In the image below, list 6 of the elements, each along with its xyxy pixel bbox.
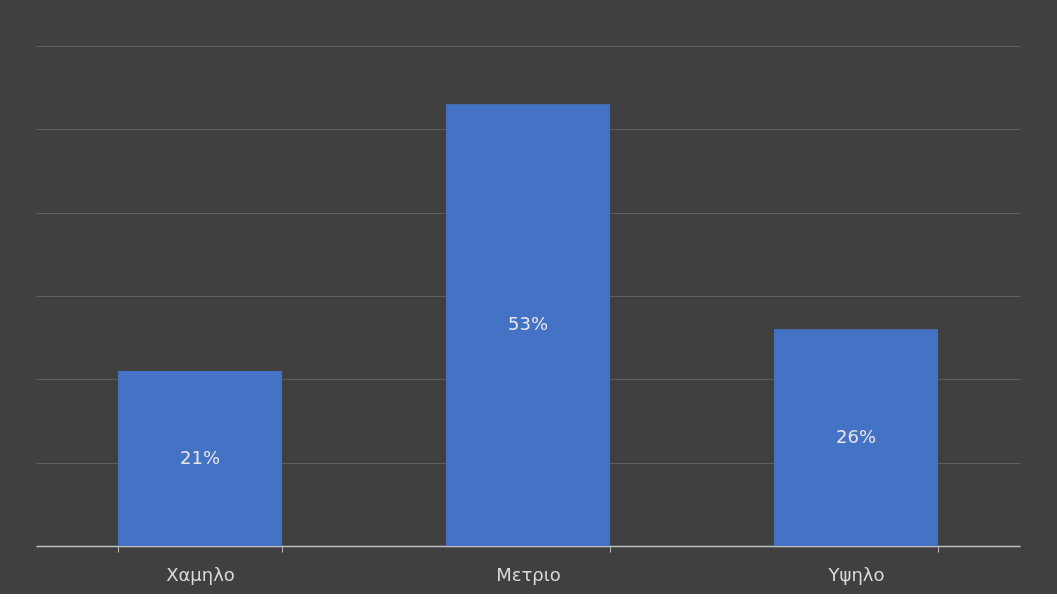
- x-tick-label: Υψηλο: [827, 563, 885, 585]
- data-label: 26%: [835, 425, 877, 447]
- data-label: 53%: [507, 313, 549, 335]
- x-tick-label: Μετριο: [496, 563, 561, 585]
- data-label: 21%: [179, 446, 221, 468]
- x-tick-label: Χαμηλο: [166, 563, 235, 585]
